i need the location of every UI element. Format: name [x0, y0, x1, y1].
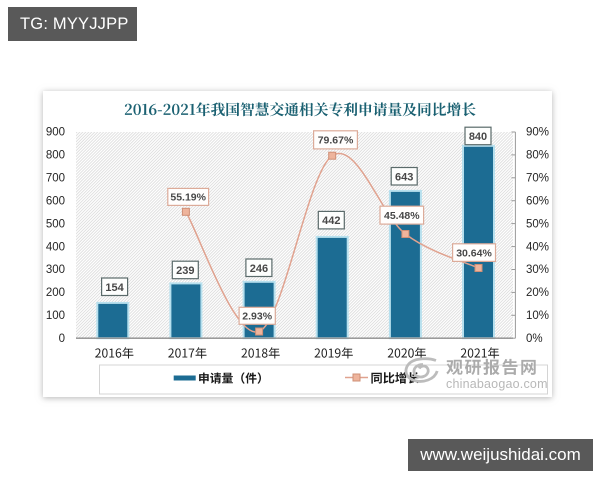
svg-text:80%: 80% — [526, 150, 549, 162]
svg-text:800: 800 — [46, 150, 65, 162]
svg-text:700: 700 — [46, 173, 65, 185]
svg-text:40%: 40% — [526, 241, 549, 253]
svg-text:70%: 70% — [526, 173, 549, 185]
svg-text:246: 246 — [250, 263, 268, 275]
svg-text:239: 239 — [176, 265, 194, 277]
svg-text:90%: 90% — [526, 127, 549, 139]
svg-text:100: 100 — [46, 310, 65, 322]
svg-text:400: 400 — [46, 241, 65, 253]
svg-text:840: 840 — [469, 131, 487, 143]
svg-text:442: 442 — [322, 215, 340, 227]
svg-text:10%: 10% — [526, 310, 549, 322]
svg-text:30.64%: 30.64% — [456, 247, 492, 259]
svg-text:0: 0 — [59, 333, 65, 345]
svg-text:600: 600 — [46, 195, 65, 207]
svg-text:500: 500 — [46, 218, 65, 230]
svg-text:200: 200 — [46, 287, 65, 299]
svg-text:60%: 60% — [526, 195, 549, 207]
svg-text:79.67%: 79.67% — [318, 135, 354, 147]
svg-text:0%: 0% — [526, 333, 543, 345]
svg-text:300: 300 — [46, 264, 65, 276]
svg-text:20%: 20% — [526, 287, 549, 299]
svg-text:45.48%: 45.48% — [384, 210, 420, 222]
svg-text:643: 643 — [395, 171, 413, 183]
svg-text:900: 900 — [46, 127, 65, 139]
svg-text:154: 154 — [105, 282, 124, 294]
svg-text:50%: 50% — [526, 218, 549, 230]
svg-text:2.93%: 2.93% — [242, 311, 272, 323]
svg-text:55.19%: 55.19% — [170, 192, 206, 204]
svg-text:30%: 30% — [526, 264, 549, 276]
